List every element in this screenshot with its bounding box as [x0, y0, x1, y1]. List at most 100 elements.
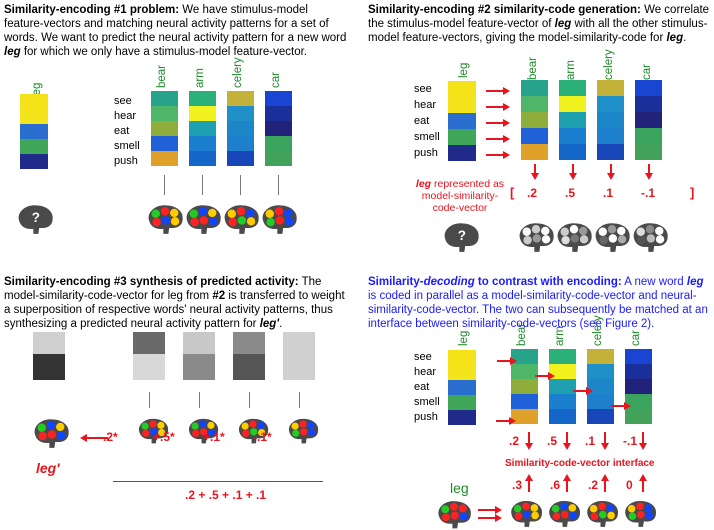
- brain-leg-spot: [442, 513, 450, 522]
- brain-arm-spot: [189, 209, 198, 218]
- brain-celery-spot: [607, 511, 615, 520]
- brain-gray-car-spot: [655, 235, 665, 244]
- brain-car-spot: [284, 208, 293, 218]
- panel2-body: We correlate the stimulus-model feature-…: [368, 4, 710, 30]
- vector-bear-cell: [521, 80, 548, 96]
- panel2-body3: .: [683, 32, 687, 44]
- vector-celery-cell: [227, 91, 254, 106]
- pattern-top: [133, 332, 165, 354]
- brain-word-spot: [308, 428, 316, 437]
- brain-gray-arm: [557, 223, 592, 252]
- sum-line: [113, 481, 323, 482]
- right-arrow: [486, 103, 510, 111]
- pred-pattern-bottom: [33, 354, 65, 380]
- row-label-smell: smell: [414, 396, 440, 408]
- row-label-eat: eat: [114, 125, 130, 137]
- vector-arm-cell: [559, 144, 586, 160]
- brain-car: [262, 205, 297, 234]
- row-label-see: see: [114, 95, 132, 107]
- word-label-celery: celery: [232, 57, 244, 88]
- similarity-value: .5: [565, 186, 576, 200]
- weight: -.1*: [253, 430, 272, 444]
- row-label-eat: eat: [414, 114, 430, 127]
- word-label-bear: bear: [527, 56, 539, 80]
- similarity-value: .1: [603, 186, 614, 200]
- row-label-smell: smell: [114, 140, 140, 152]
- brain-word-spot: [150, 428, 158, 436]
- brain-arm-spot: [208, 208, 217, 218]
- vector-car-cell: [635, 144, 662, 160]
- panel1-text: Similarity-encoding #1 problem: We have …: [4, 3, 349, 59]
- vector-arm-cell: [549, 364, 576, 379]
- vector-car-cell: [265, 121, 292, 136]
- connector-line: [164, 175, 165, 195]
- close-bracket: ]: [690, 185, 695, 200]
- brain-celery-spot: [598, 502, 606, 511]
- word-label-car: car: [270, 72, 282, 88]
- connector-line: [199, 392, 200, 408]
- connector-line: [278, 175, 279, 195]
- vector-car-cell: [265, 106, 292, 121]
- similarity-value: .2: [527, 186, 538, 200]
- vector-leg-cell: [20, 94, 48, 109]
- word-label-car: car: [630, 330, 642, 346]
- right-arrow: [497, 357, 517, 365]
- right-arrow: [478, 514, 502, 522]
- vector-car-cell: [625, 379, 652, 394]
- row-label-push: push: [414, 411, 438, 423]
- rep-text3: code-vector: [432, 202, 488, 214]
- vector-car-cell: [265, 91, 292, 106]
- brain-arm-spot: [551, 504, 560, 513]
- brain-gray-car-spot: [645, 225, 655, 234]
- panel1-body: We have stimulus-model feature-vectors a…: [4, 4, 347, 44]
- brain-arm-spot: [569, 511, 577, 520]
- vector-leg-cell: [448, 365, 476, 380]
- right-arrow: [478, 506, 502, 514]
- neural-sim-value: .3: [512, 478, 523, 492]
- brain-unknown: ?: [18, 205, 53, 234]
- brain-predicted-spot: [56, 422, 65, 432]
- vector-bear-cell: [511, 379, 538, 394]
- word-label-celery: celery: [592, 315, 604, 346]
- down-arrow: [601, 432, 609, 450]
- leg-prime-label: leg': [36, 460, 60, 476]
- vector-bear-cell: [151, 121, 178, 136]
- brain-word-spot: [207, 421, 215, 429]
- brain-predicted-spot: [56, 431, 66, 440]
- brain-gray-celery-spot: [617, 226, 626, 236]
- brain-car-spot: [636, 502, 644, 511]
- brain-bear-spot: [151, 209, 160, 218]
- vector-celery: [587, 349, 614, 424]
- word-label-celery: celery: [603, 49, 615, 80]
- brain-leg: [438, 501, 471, 529]
- brain-word-spot: [258, 428, 266, 437]
- sum-text: .2 + .5 + .1 + .1: [185, 488, 267, 502]
- pattern-bottom: [183, 354, 215, 380]
- model-sim-value: .5: [547, 434, 558, 448]
- brain-arm-spot: [560, 502, 568, 511]
- row-label-hear: hear: [414, 366, 437, 378]
- vector-car-cell: [625, 349, 652, 364]
- brain-bear-spot: [160, 207, 170, 216]
- word-label-bear: bear: [156, 64, 168, 88]
- brain-word-spot: [241, 422, 249, 430]
- vector-leg-cell: [20, 124, 48, 139]
- brain-predicted-spot: [47, 430, 57, 439]
- right-arrow: [486, 119, 510, 127]
- interface-label: Similarity-code-vector interface: [505, 458, 655, 469]
- vector-arm-cell: [549, 379, 576, 394]
- brain-word-spot: [200, 428, 208, 436]
- vector-arm-cell: [559, 112, 586, 128]
- brain-gray-bear-spot: [522, 227, 531, 236]
- weight: +.1*: [203, 430, 225, 444]
- vector-car-cell: [635, 80, 662, 96]
- brain-celery-spot: [606, 504, 615, 512]
- panel4-body2: is coded in parallel as a model-similari…: [368, 290, 708, 330]
- right-arrow: [496, 417, 516, 425]
- word-label-arm: arm: [194, 68, 206, 88]
- vector-bear-cell: [511, 349, 538, 364]
- brain-gray-arm-spot: [579, 226, 588, 236]
- weight: .2*: [103, 430, 118, 444]
- brain-car-spot: [644, 504, 653, 512]
- vector-celery-cell: [587, 379, 614, 394]
